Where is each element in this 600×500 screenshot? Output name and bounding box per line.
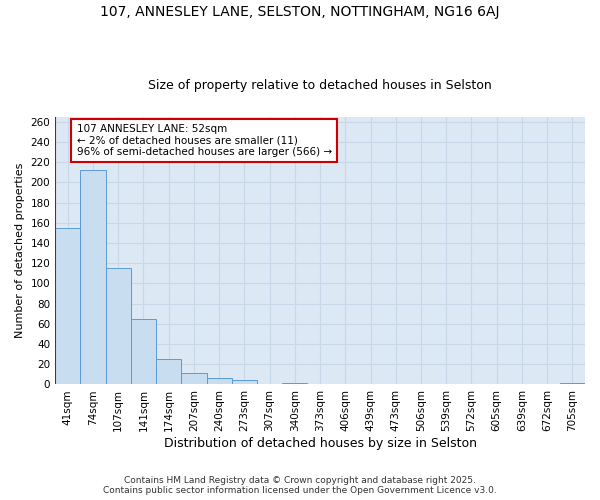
Bar <box>80 170 106 384</box>
X-axis label: Distribution of detached houses by size in Selston: Distribution of detached houses by size … <box>164 437 476 450</box>
Text: Contains HM Land Registry data © Crown copyright and database right 2025.
Contai: Contains HM Land Registry data © Crown c… <box>103 476 497 495</box>
Bar <box>106 268 131 384</box>
Title: Size of property relative to detached houses in Selston: Size of property relative to detached ho… <box>148 79 492 92</box>
Bar <box>55 228 80 384</box>
Bar <box>232 380 257 384</box>
Bar <box>131 319 156 384</box>
Bar <box>156 359 181 384</box>
Y-axis label: Number of detached properties: Number of detached properties <box>15 163 25 338</box>
Text: 107, ANNESLEY LANE, SELSTON, NOTTINGHAM, NG16 6AJ: 107, ANNESLEY LANE, SELSTON, NOTTINGHAM,… <box>100 5 500 19</box>
Bar <box>181 374 206 384</box>
Bar <box>206 378 232 384</box>
Text: 107 ANNESLEY LANE: 52sqm
← 2% of detached houses are smaller (11)
96% of semi-de: 107 ANNESLEY LANE: 52sqm ← 2% of detache… <box>77 124 332 157</box>
